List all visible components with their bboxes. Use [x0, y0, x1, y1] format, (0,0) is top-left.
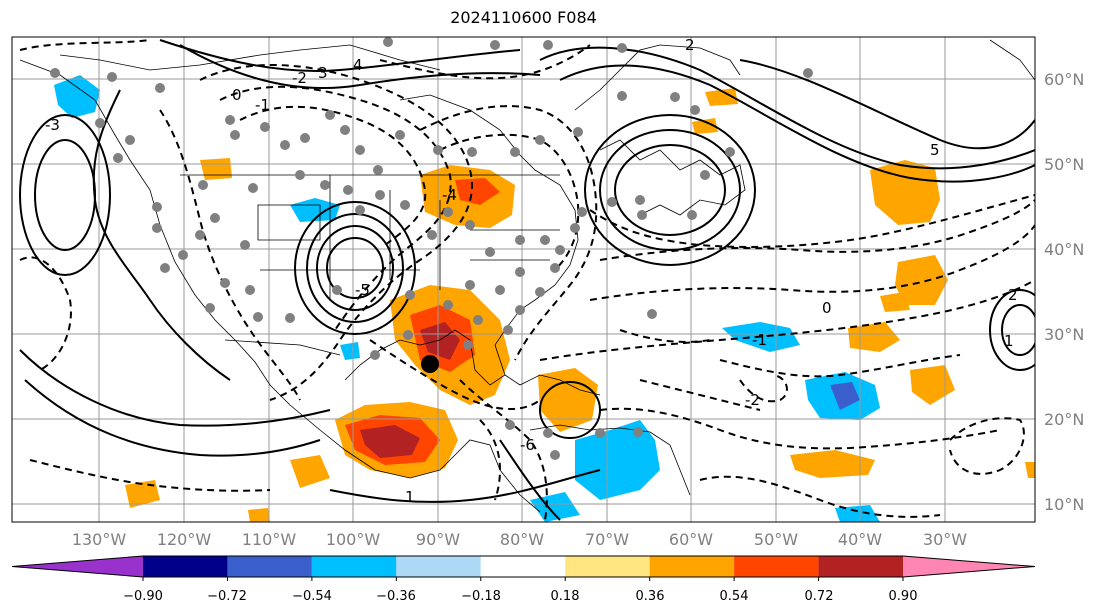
- svg-text:120°W: 120°W: [157, 530, 212, 549]
- svg-text:-5: -5: [355, 281, 370, 299]
- svg-text:90°W: 90°W: [416, 530, 460, 549]
- svg-text:60°N: 60°N: [1044, 70, 1084, 89]
- colorbar-segment: [734, 556, 819, 577]
- dashed-contours: [19, 39, 1035, 521]
- svg-text:0.72: 0.72: [805, 589, 834, 604]
- station-markers: [50, 37, 813, 460]
- svg-text:-4: -4: [442, 186, 457, 204]
- svg-text:-6: -6: [520, 436, 535, 454]
- colorbar-segment: [396, 556, 481, 577]
- svg-text:110°W: 110°W: [242, 530, 297, 549]
- svg-text:−0.54: −0.54: [292, 589, 332, 604]
- svg-text:-1: -1: [752, 331, 767, 349]
- colorbar-segment: [143, 556, 228, 577]
- colorbar-segment: [818, 556, 903, 577]
- svg-text:-3: -3: [45, 116, 60, 134]
- svg-text:-1: -1: [255, 96, 270, 114]
- colorbar-segment: [903, 556, 1035, 577]
- svg-text:-2: -2: [292, 69, 307, 87]
- colorbar-segment: [649, 556, 735, 577]
- svg-text:−0.72: −0.72: [207, 589, 247, 604]
- svg-text:4: 4: [353, 56, 363, 74]
- map-title: 2024110600 F084: [450, 8, 597, 27]
- colorbar-labels: −0.90 −0.72 −0.54 −0.36 −0.18 0.18 0.36 …: [123, 589, 917, 604]
- colorbar: [11, 555, 1036, 581]
- svg-text:50°N: 50°N: [1044, 155, 1084, 174]
- svg-text:2: 2: [685, 36, 695, 54]
- svg-text:2: 2: [1008, 286, 1018, 304]
- svg-text:-2: -2: [745, 391, 760, 409]
- solid-contours: [19, 39, 1035, 521]
- key-point-marker: [421, 355, 439, 373]
- svg-text:20°N: 20°N: [1044, 410, 1084, 429]
- svg-text:40°W: 40°W: [838, 530, 882, 549]
- svg-text:130°W: 130°W: [72, 530, 127, 549]
- svg-text:10°N: 10°N: [1044, 495, 1084, 514]
- svg-text:−0.90: −0.90: [123, 589, 163, 604]
- svg-text:30°W: 30°W: [923, 530, 967, 549]
- colorbar-segment: [227, 556, 312, 577]
- svg-text:−0.36: −0.36: [376, 589, 416, 604]
- latitude-labels: 60°N 50°N 40°N 30°N 20°N 10°N: [1044, 70, 1084, 514]
- svg-text:0.36: 0.36: [636, 589, 665, 604]
- svg-text:0.18: 0.18: [551, 589, 580, 604]
- svg-text:−0.18: −0.18: [461, 589, 501, 604]
- colorbar-segment: [311, 556, 397, 577]
- svg-text:5: 5: [930, 141, 940, 159]
- svg-text:100°W: 100°W: [326, 530, 381, 549]
- svg-text:70°W: 70°W: [585, 530, 629, 549]
- shaded-anomalies: [54, 75, 1035, 522]
- svg-text:0: 0: [822, 299, 832, 317]
- svg-text:0.54: 0.54: [720, 589, 749, 604]
- svg-text:40°N: 40°N: [1044, 240, 1084, 259]
- map-background: [12, 37, 1035, 522]
- colorbar-segment: [565, 556, 650, 577]
- svg-text:1: 1: [405, 488, 415, 506]
- svg-text:3: 3: [318, 64, 328, 82]
- svg-text:30°N: 30°N: [1044, 325, 1084, 344]
- svg-text:1: 1: [1004, 332, 1014, 350]
- svg-text:0: 0: [232, 86, 242, 104]
- svg-text:0.90: 0.90: [889, 589, 918, 604]
- colorbar-segment: [12, 556, 143, 577]
- colorbar-segment: [480, 556, 566, 577]
- map-frame: [11, 36, 1036, 523]
- graticule: [12, 37, 1035, 522]
- svg-text:60°W: 60°W: [669, 530, 713, 549]
- svg-text:50°W: 50°W: [754, 530, 798, 549]
- longitude-labels: 130°W 120°W 110°W 100°W 90°W 80°W 70°W 6…: [72, 530, 967, 549]
- svg-text:80°W: 80°W: [500, 530, 544, 549]
- contour-labels: 0 -1 -2 3 4 -3 2 -4 -5 1 -6 5 -1 0 -2 1 …: [45, 36, 1018, 506]
